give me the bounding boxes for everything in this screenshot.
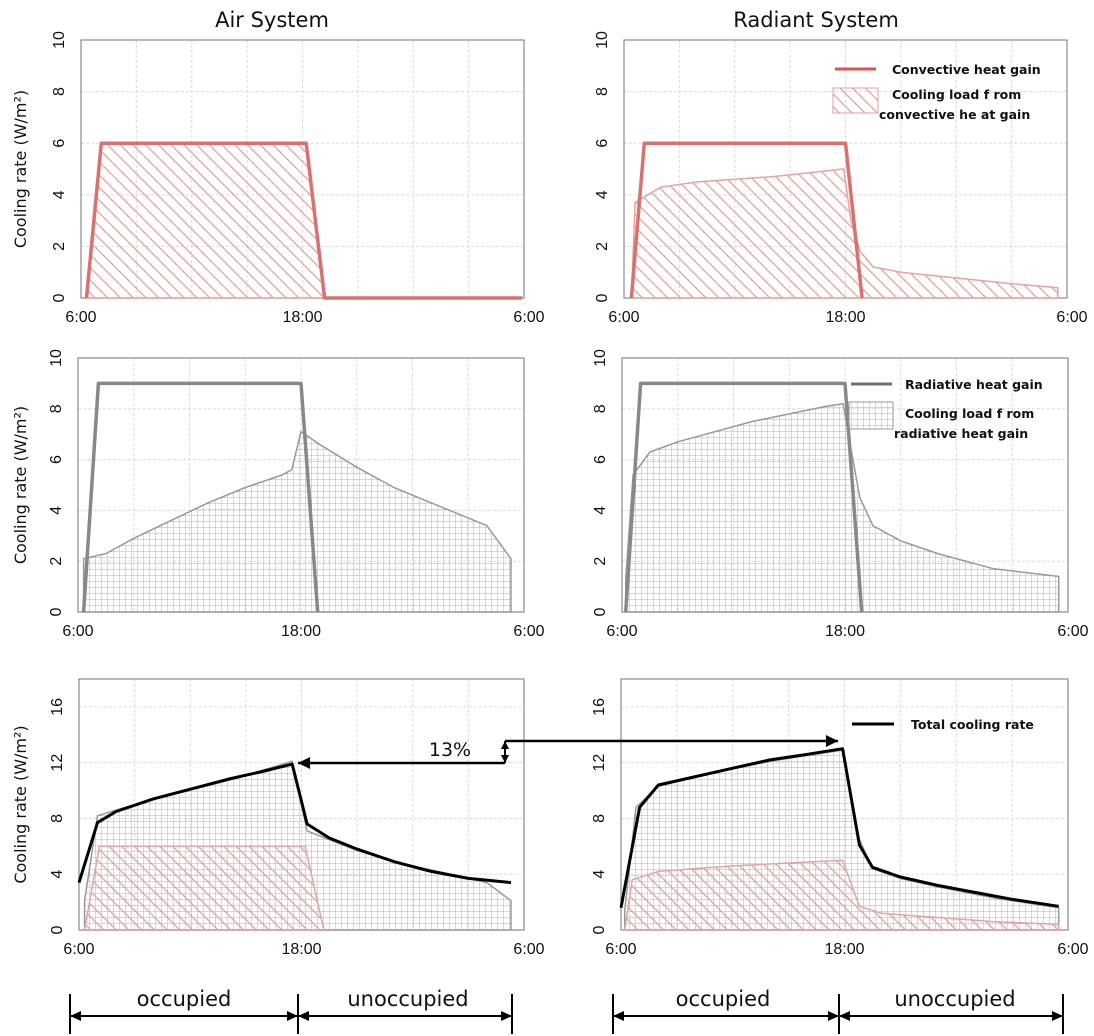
y-tick-label: 4 (592, 506, 609, 515)
y-tick-label: 0 (51, 293, 68, 302)
percent-annotation: 13% (298, 735, 838, 769)
y-tick-label: 8 (49, 814, 66, 823)
air-total-panel: 0 4 8 12 16 6:00 18:00 6:00 Cooling rate (W/m²) (11, 678, 545, 958)
legend-radiative-line-label: Radiative heat gain (905, 377, 1043, 392)
y-tick-label: 6 (592, 455, 609, 464)
occupied-label-air: occupied (137, 987, 232, 1011)
x-tick-label: 6:00 (1057, 941, 1088, 958)
air-convective-panel: 0 2 4 6 8 10 6:00 18:00 6:00 Cooling rate (W/m²) (11, 31, 545, 326)
y-axis-title: Cooling rate (W/m²) (11, 406, 30, 564)
legend-radiative-area-label-2: radiative heat gain (894, 426, 1028, 441)
air-radiative-panel: 0 2 4 6 8 10 6:00 18:00 6:00 Cooling rate (W/m²) (11, 349, 545, 640)
legend-radiative-area-swatch (848, 401, 894, 430)
y-tick-label: 0 (48, 607, 65, 616)
total-cooling-rate-line (619, 747, 1059, 908)
percent-annotation-label: 13% (429, 739, 471, 761)
x-tick-label: 6:00 (513, 309, 544, 326)
y-tick-label: 8 (51, 87, 68, 96)
y-tick-label: 8 (594, 87, 611, 96)
y-tick-label: 0 (592, 607, 609, 616)
radiative-cooling-load-area (82, 430, 512, 613)
x-tick-label: 18:00 (281, 941, 321, 958)
x-tick-label: 6:00 (606, 623, 637, 640)
x-tick-label: 6:00 (608, 309, 639, 326)
legend-radiative: Radiative heat gain Cooling load f rom r… (848, 377, 1043, 441)
legend-radiative-area-label-1: Cooling load f rom (905, 406, 1034, 421)
radiant-system-title: Radiant System (733, 8, 899, 32)
x-tick-label: 6:00 (513, 623, 544, 640)
convective-heat-gain-line (84, 141, 523, 300)
y-tick-label: 10 (594, 31, 611, 49)
x-tick-label: 6:00 (605, 941, 636, 958)
y-tick-label: 16 (591, 698, 608, 716)
radiant-convective-panel: 0 2 4 6 8 10 6:00 18:00 6:00 (594, 31, 1088, 326)
legend-convective-area-label-2: convective he at gain (879, 107, 1030, 122)
unoccupied-label-radiant: unoccupied (894, 987, 1015, 1011)
x-tick-label: 6:00 (1056, 309, 1087, 326)
y-tick-label: 4 (51, 190, 68, 199)
radiant-radiative-panel: 0 2 4 6 8 10 6:00 18:00 6:00 (592, 349, 1089, 640)
x-tick-label: 18:00 (282, 309, 322, 326)
occupied-label-radiant: occupied (676, 987, 771, 1011)
y-tick-label: 4 (594, 190, 611, 199)
legend-convective: Convective heat gain Cooling load f rom … (832, 62, 1041, 122)
x-tick-label: 18:00 (824, 941, 864, 958)
y-tick-label: 10 (592, 349, 609, 367)
y-tick-label: 2 (594, 242, 611, 251)
y-tick-label: 4 (48, 506, 65, 515)
periods-radiant: occupied unoccupied (612, 987, 1064, 1034)
convective-cooling-load-area (630, 168, 1059, 299)
y-tick-label: 2 (592, 557, 609, 566)
y-tick-label: 16 (49, 698, 66, 716)
convective-heat-gain-line (629, 141, 864, 299)
y-tick-label: 8 (592, 404, 609, 413)
unoccupied-label-air: unoccupied (347, 987, 468, 1011)
y-tick-label: 6 (48, 455, 65, 464)
x-tick-label: 18:00 (825, 623, 865, 640)
legend-total-line-label: Total cooling rate (911, 717, 1034, 732)
convective-cooling-load-area (83, 845, 325, 931)
y-tick-label: 12 (49, 754, 66, 772)
y-tick-label: 8 (591, 814, 608, 823)
radiative-heat-gain-line (623, 381, 864, 613)
y-tick-label: 10 (48, 349, 65, 367)
x-tick-label: 6:00 (65, 309, 96, 326)
y-tick-label: 4 (49, 870, 66, 879)
y-tick-label: 4 (591, 870, 608, 879)
total-cooling-rate-line (77, 762, 512, 885)
convective-cooling-load-area (623, 859, 1060, 931)
x-tick-label: 6:00 (62, 623, 93, 640)
y-tick-label: 2 (51, 242, 68, 251)
legend-convective-area-swatch (832, 87, 879, 114)
air-system-title: Air System (215, 8, 329, 32)
y-tick-label: 6 (51, 139, 68, 148)
legend-total: Total cooling rate (852, 717, 1034, 732)
y-tick-label: 0 (594, 293, 611, 302)
y-tick-label: 10 (51, 31, 68, 49)
y-tick-label: 2 (48, 557, 65, 566)
y-axis-title: Cooling rate (W/m²) (11, 90, 30, 248)
radiant-total-panel: 0 4 8 12 16 6:00 18:00 6:00 (591, 678, 1089, 958)
x-tick-label: 6:00 (63, 941, 94, 958)
legend-convective-line-label: Convective heat gain (892, 62, 1041, 77)
radiative-cooling-load-area (624, 402, 1060, 613)
convective-cooling-load-area (85, 142, 326, 299)
y-tick-label: 0 (591, 925, 608, 934)
x-tick-label: 6:00 (513, 941, 544, 958)
radiative-heat-gain-line (81, 381, 320, 613)
legend-convective-area-label-1: Cooling load f rom (892, 87, 1021, 102)
x-tick-label: 18:00 (825, 309, 865, 326)
y-tick-label: 6 (594, 139, 611, 148)
x-tick-label: 18:00 (281, 623, 321, 640)
y-tick-label: 12 (591, 754, 608, 772)
periods-air: occupied unoccupied (69, 987, 513, 1034)
y-tick-label: 0 (49, 925, 66, 934)
y-axis-title: Cooling rate (W/m²) (11, 725, 30, 883)
y-tick-label: 8 (48, 404, 65, 413)
x-tick-label: 6:00 (1057, 623, 1088, 640)
